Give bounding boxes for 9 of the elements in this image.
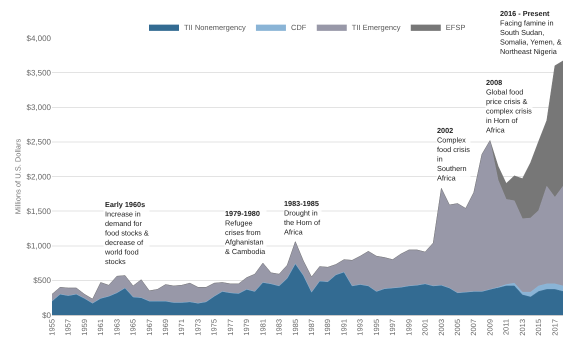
y-tick-label: $1,000 [26, 242, 52, 251]
y-tick-label: $4,000 [26, 34, 52, 43]
y-tick-label: $0 [42, 310, 52, 320]
y-tick-label: $3,000 [26, 103, 52, 112]
y-tick-label: $3,500 [26, 68, 52, 78]
y-tick-label: $2,500 [26, 138, 52, 147]
y-tick-label: $1,500 [26, 206, 52, 216]
y-tick-label: $2,000 [26, 172, 52, 182]
y-tick-label: $500 [33, 276, 52, 286]
